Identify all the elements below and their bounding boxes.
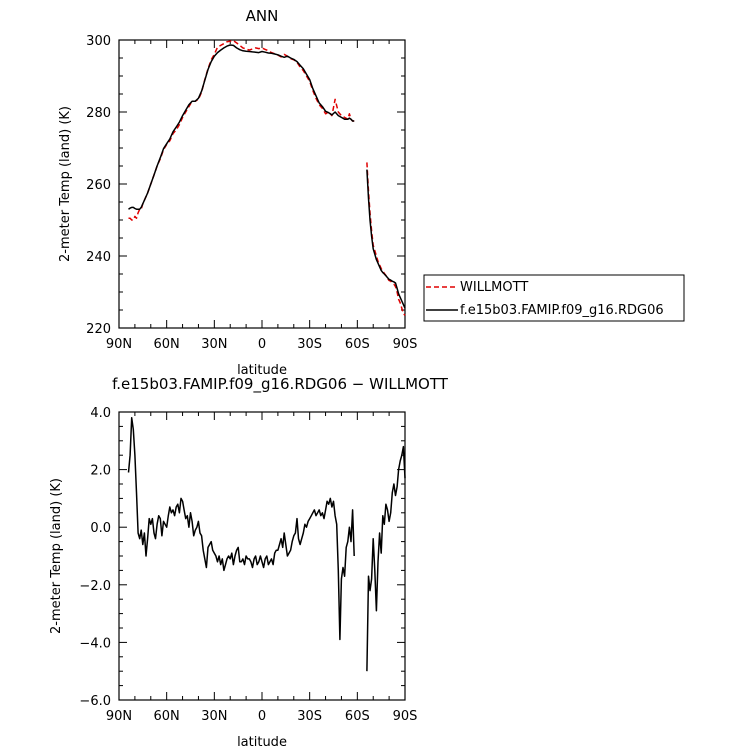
top-series-1-line-segment-0 [128, 44, 355, 210]
top-y-tick-label: 280 [86, 106, 111, 121]
legend-label-model: f.e15b03.FAMIP.f09_g16.RDG06 [460, 303, 664, 318]
bottom-y-tick-label: 0.0 [90, 521, 111, 536]
bottom-series-0-line-segment-0 [127, 417, 355, 641]
top-plot-area: 90N 60N 30N 0 30S 60S 90S 220 240 260 280 300 [86, 34, 417, 352]
bottom-y-tick-label: 2.0 [90, 464, 111, 479]
bottom-series-0-line-segment-1 [366, 445, 406, 672]
top-chart-title: ANN [246, 7, 279, 25]
bottom-plot-area: 90N 60N 30N 0 30S 60S 90S 4.0 2.0 0.0 −2.0 −4.0 −6.0 [79, 406, 417, 724]
bottom-y-tick-label: −2.0 [79, 579, 111, 594]
top-y-tick-label: 220 [86, 322, 111, 337]
bottom-y-tick-label: −6.0 [79, 694, 111, 709]
bottom-x-tick-label: 60N [154, 709, 180, 724]
bottom-x-tick-label: 90N [106, 709, 132, 724]
top-x-axis-label: latitude [237, 363, 287, 378]
top-x-tick-label: 60S [345, 337, 370, 352]
top-x-tick-label: 90N [106, 337, 132, 352]
top-plot-frame [118, 39, 406, 329]
bottom-plot-frame [118, 411, 406, 701]
top-x-tick-label: 60N [154, 337, 180, 352]
legend-label-willmott: WILLMOTT [460, 280, 528, 295]
top-x-tick-label: 30N [201, 337, 227, 352]
top-y-tick-label: 260 [86, 178, 111, 193]
bottom-chart-title: f.e15b03.FAMIP.f09_g16.RDG06 − WILLMOTT [112, 375, 449, 394]
bottom-x-axis-label: latitude [237, 735, 287, 750]
top-x-tick-label: 0 [258, 337, 266, 352]
legend-box [423, 274, 685, 322]
bottom-y-tick-label: −4.0 [79, 636, 111, 651]
bottom-y-axis-label: 2-meter Temp (land) (K) [49, 478, 64, 634]
top-x-tick-label: 30S [297, 337, 322, 352]
temperature-panel: ANN 90N 60N 30N 0 30S 60S 90S 220 240 260 280 300 l… [58, 7, 685, 378]
top-series-1-line-segment-1 [366, 169, 406, 309]
top-y-axis-label: 2-meter Temp (land) (K) [58, 106, 73, 262]
top-y-tick-label: 300 [86, 34, 111, 49]
top-x-tick-label: 90S [393, 337, 418, 352]
bottom-x-tick-label: 30S [297, 709, 322, 724]
legend: WILLMOTT f.e15b03.FAMIP.f09_g16.RDG06 [423, 274, 685, 322]
difference-panel: f.e15b03.FAMIP.f09_g16.RDG06 − WILLMOTT … [49, 375, 449, 750]
bottom-x-tick-label: 30N [201, 709, 227, 724]
top-series-0-line-segment-0 [128, 39, 355, 221]
top-y-tick-label: 240 [86, 250, 111, 265]
bottom-y-tick-label: 4.0 [90, 406, 111, 421]
bottom-x-tick-label: 90S [393, 709, 418, 724]
bottom-x-tick-label: 0 [258, 709, 266, 724]
bottom-x-tick-label: 60S [345, 709, 370, 724]
